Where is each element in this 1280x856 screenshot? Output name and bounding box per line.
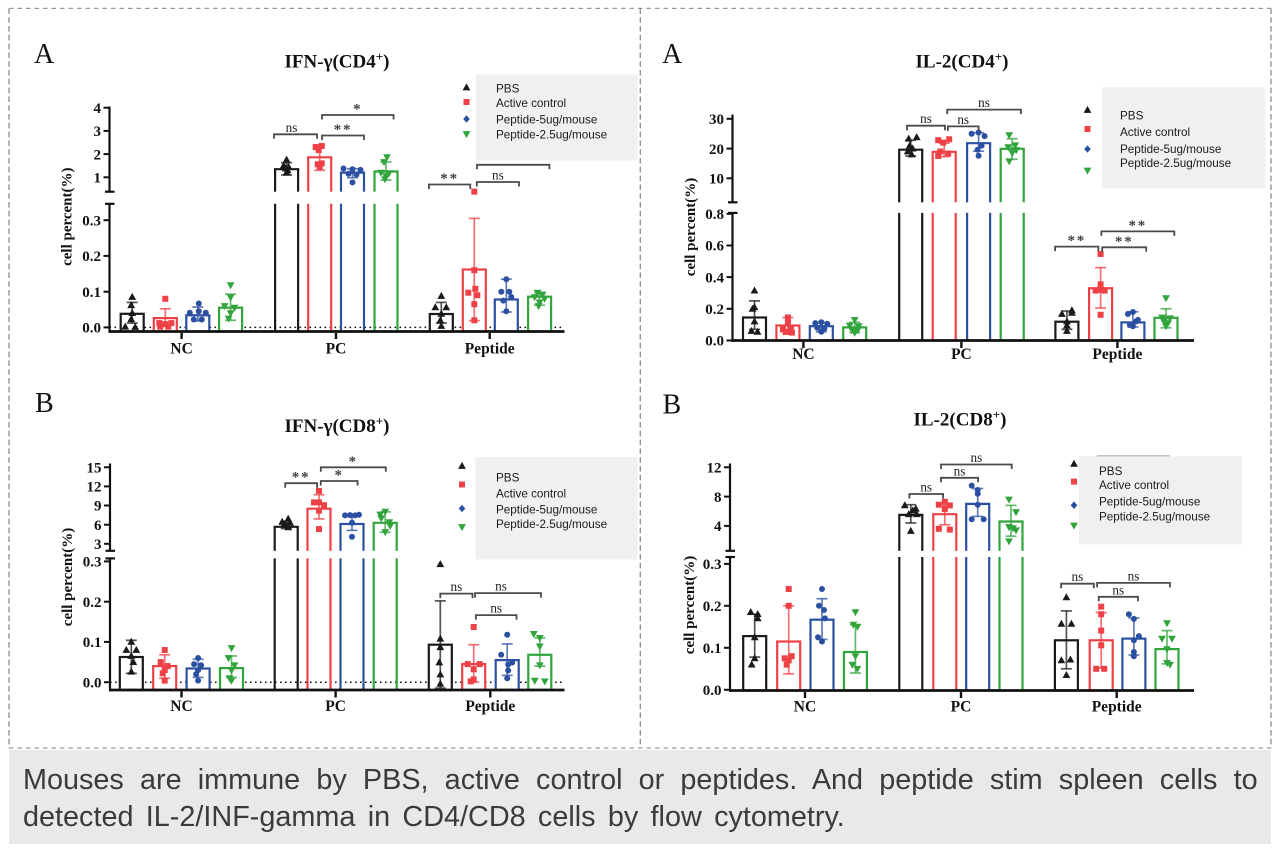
svg-text:ns: ns <box>954 463 966 478</box>
svg-text:0.1: 0.1 <box>83 635 102 651</box>
svg-text:Peptide-5ug/mouse: Peptide-5ug/mouse <box>496 114 597 127</box>
svg-text:20: 20 <box>709 142 724 158</box>
svg-text:IL-2(CD4+): IL-2(CD4+) <box>916 49 1009 73</box>
svg-text:0.2: 0.2 <box>82 249 101 265</box>
svg-text:9: 9 <box>94 499 102 515</box>
svg-text:NC: NC <box>792 346 814 363</box>
svg-text:8: 8 <box>714 490 722 506</box>
svg-text:cell percent(%): cell percent(%) <box>60 528 76 626</box>
svg-text:NC: NC <box>794 699 816 716</box>
svg-text:1: 1 <box>94 171 102 187</box>
svg-text:Peptide: Peptide <box>465 340 515 357</box>
svg-text:0.0: 0.0 <box>82 321 101 337</box>
svg-text:0.0: 0.0 <box>705 334 724 350</box>
svg-text:NC: NC <box>170 698 192 715</box>
svg-text:ns: ns <box>1072 569 1084 584</box>
svg-text:*: * <box>349 454 358 470</box>
svg-text:0.3: 0.3 <box>82 213 101 229</box>
svg-text:ns: ns <box>1128 568 1140 583</box>
svg-text:PBS: PBS <box>496 83 520 96</box>
svg-text:IL-2(CD8+): IL-2(CD8+) <box>914 407 1007 431</box>
svg-text:ns: ns <box>971 450 983 465</box>
svg-text:0.0: 0.0 <box>703 683 722 699</box>
svg-text:0.2: 0.2 <box>705 302 724 318</box>
svg-text:Peptide-2.5ug/mouse: Peptide-2.5ug/mouse <box>496 128 607 141</box>
svg-text:**: ** <box>440 171 459 187</box>
svg-text:Active control: Active control <box>1120 126 1190 139</box>
svg-text:*: * <box>335 468 344 484</box>
svg-text:12: 12 <box>87 480 102 496</box>
svg-text:0.3: 0.3 <box>83 555 102 571</box>
svg-text:0.2: 0.2 <box>703 599 722 615</box>
svg-text:Peptide-2.5ug/mouse: Peptide-2.5ug/mouse <box>496 518 607 531</box>
svg-text:IFN-γ(CD8+): IFN-γ(CD8+) <box>285 414 390 438</box>
svg-text:ns: ns <box>490 601 502 616</box>
svg-text:ns: ns <box>957 112 969 127</box>
svg-text:0.1: 0.1 <box>82 285 101 301</box>
svg-text:0.6: 0.6 <box>705 239 724 255</box>
svg-text:Peptide-5ug/mouse: Peptide-5ug/mouse <box>1099 496 1200 509</box>
svg-text:B: B <box>663 390 682 421</box>
svg-text:ns: ns <box>495 579 507 594</box>
svg-text:ns: ns <box>286 120 298 135</box>
svg-text:10: 10 <box>709 172 724 188</box>
svg-text:B: B <box>35 388 54 419</box>
svg-text:Active control: Active control <box>1099 479 1169 492</box>
svg-text:0.8: 0.8 <box>705 207 724 223</box>
svg-text:Peptide: Peptide <box>1092 699 1142 716</box>
svg-text:ns: ns <box>978 95 990 110</box>
svg-text:PBS: PBS <box>496 472 520 485</box>
svg-text:Peptide: Peptide <box>465 698 515 715</box>
svg-text:ns: ns <box>920 480 932 495</box>
svg-text:0.4: 0.4 <box>705 270 724 286</box>
svg-text:3: 3 <box>94 537 102 553</box>
svg-text:4: 4 <box>714 519 722 535</box>
svg-text:PC: PC <box>951 346 972 363</box>
svg-text:0.3: 0.3 <box>703 557 722 573</box>
svg-text:Peptide-5ug/mouse: Peptide-5ug/mouse <box>496 503 597 516</box>
svg-text:Peptide-2.5ug/mouse: Peptide-2.5ug/mouse <box>1120 157 1231 170</box>
svg-text:A: A <box>34 39 55 70</box>
svg-text:PBS: PBS <box>1099 465 1123 478</box>
svg-text:3: 3 <box>94 124 102 140</box>
svg-text:0.2: 0.2 <box>83 595 102 611</box>
svg-text:Peptide-2.5ug/mouse: Peptide-2.5ug/mouse <box>1099 511 1210 524</box>
svg-text:cell percent(%): cell percent(%) <box>682 556 698 654</box>
svg-text:15: 15 <box>87 461 102 477</box>
svg-text:PC: PC <box>326 340 347 357</box>
svg-text:0.0: 0.0 <box>83 675 102 691</box>
svg-text:**: ** <box>1115 234 1134 250</box>
svg-text:**: ** <box>334 122 353 138</box>
svg-text:30: 30 <box>709 112 724 128</box>
svg-text:4: 4 <box>94 101 102 117</box>
svg-text:Active control: Active control <box>496 97 566 110</box>
svg-text:Active control: Active control <box>496 487 566 500</box>
svg-text:**: ** <box>1067 233 1086 249</box>
svg-text:A: A <box>662 39 683 70</box>
svg-text:2: 2 <box>94 147 102 163</box>
svg-text:*: * <box>353 102 362 118</box>
svg-text:cell percent(%): cell percent(%) <box>683 178 699 276</box>
svg-text:IFN-γ(CD4+): IFN-γ(CD4+) <box>285 49 390 73</box>
svg-text:Peptide-5ug/mouse: Peptide-5ug/mouse <box>1120 143 1221 156</box>
svg-text:ns: ns <box>1112 582 1124 597</box>
svg-text:PBS: PBS <box>1120 109 1144 122</box>
svg-text:0.1: 0.1 <box>703 641 722 657</box>
svg-text:PC: PC <box>325 698 346 715</box>
svg-text:ns: ns <box>492 168 504 183</box>
svg-text:cell percent(%): cell percent(%) <box>60 167 76 265</box>
svg-text:**: ** <box>1128 218 1147 234</box>
svg-text:12: 12 <box>707 461 722 477</box>
svg-text:**: ** <box>292 470 311 486</box>
svg-text:6: 6 <box>94 518 102 534</box>
svg-text:ns: ns <box>920 111 932 126</box>
svg-text:ns: ns <box>451 579 463 594</box>
svg-text:PC: PC <box>951 699 972 716</box>
svg-text:NC: NC <box>170 340 192 357</box>
svg-text:Peptide: Peptide <box>1092 346 1142 363</box>
